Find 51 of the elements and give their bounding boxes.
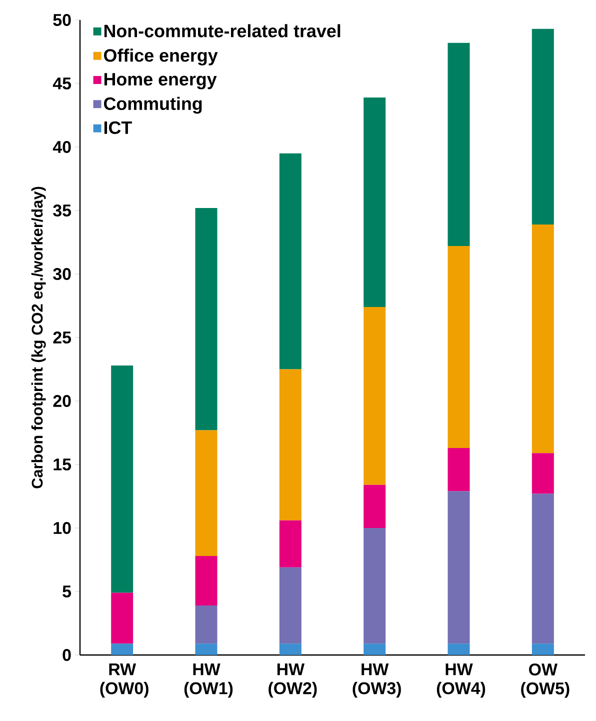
x-tick-label: HW (OW2) <box>268 663 317 698</box>
bar <box>279 369 302 520</box>
legend-label: Non-commute-related travel <box>104 24 340 38</box>
bar <box>279 644 302 655</box>
bar <box>364 528 386 644</box>
bar <box>448 644 470 655</box>
y-tick-label: 25 <box>53 332 72 344</box>
bar <box>279 153 302 370</box>
bar <box>279 520 302 568</box>
bar <box>448 491 470 644</box>
legend-label: Home energy <box>104 73 217 90</box>
bar <box>448 246 470 448</box>
y-tick-label: 30 <box>53 268 71 280</box>
bar <box>364 307 386 485</box>
legend-label: ICT <box>104 121 132 134</box>
y-tick-label: 20 <box>53 395 71 407</box>
bar <box>448 448 470 492</box>
legend-label: Commuting <box>104 96 202 114</box>
bar <box>532 28 554 224</box>
bar <box>195 605 218 644</box>
x-tick-label: HW (OW3) <box>352 663 401 698</box>
y-tick-label: 10 <box>54 522 71 534</box>
bar <box>364 97 386 308</box>
bar <box>111 644 134 655</box>
bar <box>532 224 554 454</box>
bar <box>195 208 218 430</box>
y-tick-label: 50 <box>53 14 71 26</box>
x-tick-label: RW (OW0) <box>100 663 148 698</box>
bar <box>111 365 134 593</box>
x-tick-label: OW (OW5) <box>521 664 570 698</box>
bar <box>448 42 470 246</box>
y-tick-label: 5 <box>62 586 72 598</box>
bar <box>364 644 386 655</box>
legend-label: Office energy <box>104 48 218 66</box>
y-tick-label: 40 <box>52 141 71 153</box>
bar <box>532 644 554 655</box>
x-tick-label: HW (OW4) <box>436 663 486 698</box>
bar <box>195 556 218 606</box>
y-tick-label: 45 <box>52 78 72 90</box>
bar <box>111 592 134 644</box>
bar <box>532 494 554 644</box>
x-tick-label: HW (OW1) <box>184 663 233 698</box>
y-tick-label: 15 <box>54 458 72 470</box>
y-axis-title: Carbon footprint (kg CO2 eq./worker/day) <box>31 186 46 488</box>
y-tick-label: 35 <box>53 204 72 217</box>
y-tick-label: 0 <box>62 649 71 661</box>
bar <box>279 567 302 644</box>
bar <box>195 430 218 556</box>
bar <box>532 453 554 494</box>
bar <box>364 484 386 528</box>
bar <box>195 644 218 655</box>
